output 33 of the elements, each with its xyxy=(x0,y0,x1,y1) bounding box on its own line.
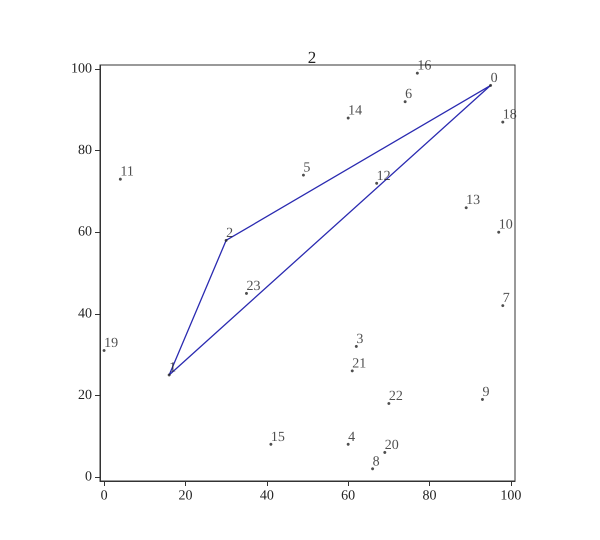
annotation: 21 xyxy=(352,356,366,372)
annotation: 5 xyxy=(303,160,310,176)
y-tick-label: 0 xyxy=(85,469,92,484)
y-tick-label: 100 xyxy=(71,62,92,77)
annotation: 11 xyxy=(120,164,134,180)
annotation: 9 xyxy=(482,384,490,400)
annotation: 4 xyxy=(348,430,356,445)
annotation: 8 xyxy=(372,454,380,470)
annotation: 10 xyxy=(498,218,513,233)
annotation: 2 xyxy=(226,226,234,241)
y-tick-label: 80 xyxy=(78,143,92,158)
x-tick-label: 20 xyxy=(178,488,192,504)
annotation: 0 xyxy=(490,70,498,86)
annotation: 19 xyxy=(104,336,118,351)
x-tick-label: 80 xyxy=(422,488,437,504)
annotation: 14 xyxy=(348,104,362,119)
x-tick-label: 0 xyxy=(100,488,108,504)
annotation: 23 xyxy=(246,278,260,294)
annotation: 15 xyxy=(270,430,285,445)
annotation: 3 xyxy=(356,332,364,347)
annotation: 20 xyxy=(384,438,399,453)
x-tick-label: 60 xyxy=(341,488,356,504)
annotation: 13 xyxy=(466,193,480,208)
annotation: 12 xyxy=(376,168,391,184)
annotation: 22 xyxy=(388,389,403,404)
chart-title: 2 xyxy=(308,48,316,67)
y-tick-label: 60 xyxy=(78,224,92,240)
y-tick-label: 20 xyxy=(78,388,92,403)
annotation: 7 xyxy=(502,291,510,306)
x-tick-label: 100 xyxy=(500,488,522,504)
y-tick-label: 40 xyxy=(78,306,92,322)
annotation: 6 xyxy=(405,87,412,102)
x-tick-label: 40 xyxy=(260,488,274,504)
